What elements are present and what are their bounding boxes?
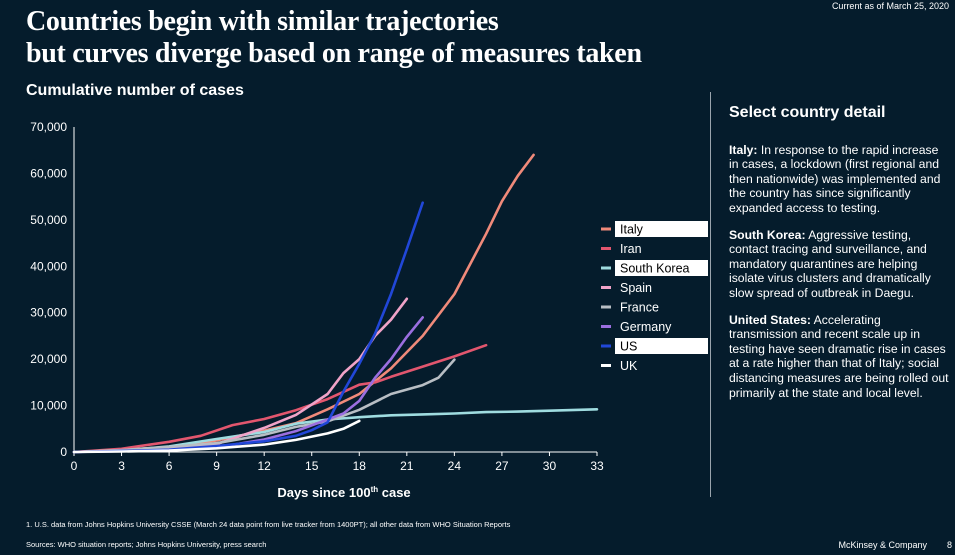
x-tick-label: 12 (258, 459, 272, 473)
country-detail-label: Italy: (729, 142, 758, 157)
brand-name: McKinsey & Company (838, 540, 927, 550)
series-line-uk (72, 419, 361, 454)
y-tick-label: 40,000 (30, 259, 67, 273)
country-detail-italy: Italy: In response to the rapid increase… (729, 143, 951, 216)
x-tick-label: 30 (543, 459, 557, 473)
x-axis-label-suffix: case (378, 485, 411, 500)
sources: Sources: WHO situation reports; Johns Ho… (26, 540, 267, 549)
y-tick-label: 20,000 (30, 352, 67, 366)
legend-highlight-italy (615, 221, 708, 237)
chart-axes: 0 3 6 9 12 15 18 21 24 27 30 33 0 10,000 20,000 30,000 4… (30, 120, 604, 473)
footnote: 1. U.S. data from Johns Hopkins Universi… (26, 520, 511, 529)
country-detail-panel: Select country detail Italy: In response… (729, 104, 951, 412)
x-axis-label-main: Days since 100 (277, 485, 370, 500)
chart-title: Cumulative number of cases (26, 82, 244, 99)
series-line-spain (72, 297, 409, 454)
y-tick-label: 10,000 (30, 399, 67, 413)
x-tick-label: 21 (400, 459, 414, 473)
legend-label-france: France (620, 301, 659, 315)
panel-title: Select country detail (729, 104, 886, 121)
legend-label-spain: Spain (620, 281, 652, 295)
chart-series (72, 153, 599, 454)
x-tick-label: 27 (495, 459, 509, 473)
legend-label-iran: Iran (620, 242, 642, 256)
country-detail-label: South Korea: (729, 227, 806, 242)
country-detail-text: Accelerating transmission and recent sca… (729, 312, 949, 400)
x-tick-label: 6 (166, 459, 173, 473)
series-line-south-korea (72, 407, 599, 454)
y-tick-label: 0 (60, 445, 67, 459)
legend-highlight-south-korea (615, 260, 708, 276)
x-axis-label-superscript: th (371, 485, 379, 494)
legend-label-italy: Italy (620, 223, 644, 237)
current-as-of-date: Current as of March 25, 2020 (831, 1, 949, 11)
page-title-line-2: but curves diverge based on range of mea… (26, 38, 642, 69)
legend-label-south-korea: South Korea (620, 262, 690, 276)
legend-label-uk: UK (620, 359, 638, 373)
country-detail-label: United States: (729, 312, 811, 327)
x-tick-label: 33 (590, 459, 604, 473)
legend-highlight-us (615, 338, 708, 354)
page-title: Countries begin with similar trajectorie… (26, 6, 642, 70)
chart-legend: Italy Iran South Korea Spain France Germany US… (601, 221, 708, 373)
y-tick-label: 30,000 (30, 306, 67, 320)
x-tick-label: 3 (118, 459, 125, 473)
x-tick-label: 15 (305, 459, 319, 473)
series-line-germany (72, 316, 425, 454)
x-tick-label: 24 (448, 459, 462, 473)
legend-label-germany: Germany (620, 320, 672, 334)
page-number: 8 (946, 540, 952, 550)
x-tick-label: 9 (213, 459, 220, 473)
y-tick-label: 50,000 (30, 213, 67, 227)
y-tick-label: 60,000 (30, 166, 67, 180)
country-detail-united-states: United States: Accelerating transmission… (729, 313, 951, 401)
legend-label-us: US (620, 340, 637, 354)
x-tick-label: 18 (353, 459, 367, 473)
x-tick-label: 0 (71, 459, 78, 473)
series-line-us (72, 201, 425, 454)
y-tick-label: 70,000 (30, 120, 67, 134)
x-axis-label: Days since 100th case (277, 485, 410, 500)
page-title-line-1: Countries begin with similar trajectorie… (26, 6, 499, 37)
panel-divider (710, 92, 711, 497)
country-detail-south-korea: South Korea: Aggressive testing, contact… (729, 228, 951, 301)
country-detail-text: Aggressive testing, contact tracing and … (729, 227, 931, 300)
country-detail-text: In response to the rapid increase in cas… (729, 142, 941, 215)
